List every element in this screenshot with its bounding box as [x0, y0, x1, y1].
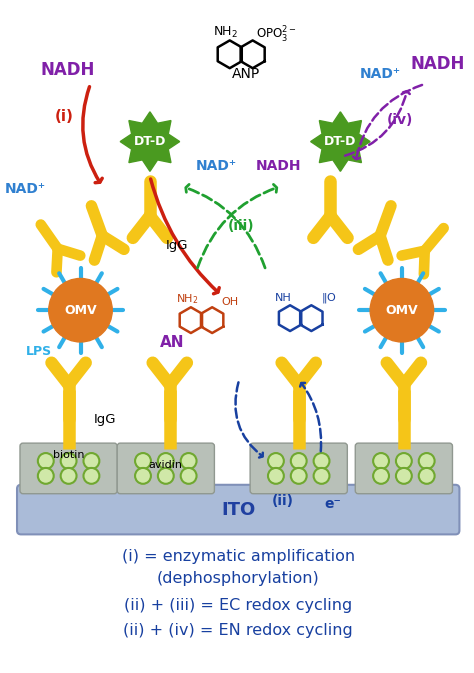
Text: IgG: IgG	[165, 239, 188, 252]
Circle shape	[419, 468, 435, 484]
Circle shape	[291, 468, 307, 484]
Text: NH$_2$: NH$_2$	[213, 25, 238, 40]
Text: (dephosphorylation): (dephosphorylation)	[157, 571, 319, 586]
Text: OPO$_3^{2-}$: OPO$_3^{2-}$	[255, 24, 296, 44]
FancyBboxPatch shape	[17, 485, 459, 534]
Circle shape	[314, 453, 329, 469]
Text: IgG: IgG	[94, 413, 117, 426]
FancyBboxPatch shape	[117, 443, 214, 494]
Text: NH: NH	[274, 293, 291, 304]
Text: ANP: ANP	[232, 67, 260, 81]
Text: NADH: NADH	[40, 61, 95, 79]
Text: AN: AN	[160, 335, 184, 351]
Circle shape	[370, 279, 434, 342]
Polygon shape	[120, 112, 180, 172]
Text: NAD⁺: NAD⁺	[4, 182, 46, 197]
Text: DT-D: DT-D	[134, 135, 166, 148]
Circle shape	[373, 468, 389, 484]
Circle shape	[396, 453, 412, 469]
Circle shape	[49, 279, 112, 342]
Text: avidin: avidin	[149, 460, 183, 470]
Circle shape	[38, 453, 54, 469]
Circle shape	[158, 468, 174, 484]
Text: (iii): (iii)	[228, 219, 255, 233]
Circle shape	[314, 468, 329, 484]
Circle shape	[38, 468, 54, 484]
Circle shape	[181, 453, 197, 469]
Text: LPS: LPS	[26, 345, 52, 359]
Circle shape	[61, 453, 76, 469]
Text: (ii) + (iv) = EN redox cycling: (ii) + (iv) = EN redox cycling	[123, 623, 353, 638]
Text: NAD⁺: NAD⁺	[196, 160, 237, 174]
Text: DT-D: DT-D	[324, 135, 356, 148]
Circle shape	[373, 453, 389, 469]
Circle shape	[268, 453, 284, 469]
Text: NH$_2$: NH$_2$	[176, 292, 199, 306]
FancyBboxPatch shape	[250, 443, 347, 494]
Text: biotin: biotin	[53, 450, 84, 460]
Text: NAD⁺: NAD⁺	[359, 67, 401, 81]
Text: NADH: NADH	[256, 160, 301, 174]
Circle shape	[268, 468, 284, 484]
Circle shape	[135, 453, 151, 469]
Circle shape	[83, 453, 100, 469]
Text: (i): (i)	[55, 109, 74, 125]
Polygon shape	[310, 112, 370, 172]
Circle shape	[61, 468, 76, 484]
Circle shape	[419, 453, 435, 469]
Text: OMV: OMV	[64, 304, 97, 317]
Text: e⁻: e⁻	[324, 497, 341, 511]
Text: OMV: OMV	[385, 304, 418, 317]
FancyBboxPatch shape	[20, 443, 117, 494]
Circle shape	[83, 468, 100, 484]
Circle shape	[158, 453, 174, 469]
FancyBboxPatch shape	[356, 443, 453, 494]
Text: (ii) + (iii) = EC redox cycling: (ii) + (iii) = EC redox cycling	[124, 598, 352, 613]
Circle shape	[396, 468, 412, 484]
Text: NADH: NADH	[410, 55, 465, 73]
Text: $\Vert$O: $\Vert$O	[320, 291, 337, 306]
Text: (i) = enzymatic amplification: (i) = enzymatic amplification	[122, 548, 355, 564]
Circle shape	[181, 468, 197, 484]
Circle shape	[291, 453, 307, 469]
Text: (ii): (ii)	[272, 494, 294, 507]
Text: ITO: ITO	[221, 501, 255, 519]
Text: (iv): (iv)	[387, 113, 413, 127]
Circle shape	[135, 468, 151, 484]
Text: OH: OH	[221, 297, 238, 308]
